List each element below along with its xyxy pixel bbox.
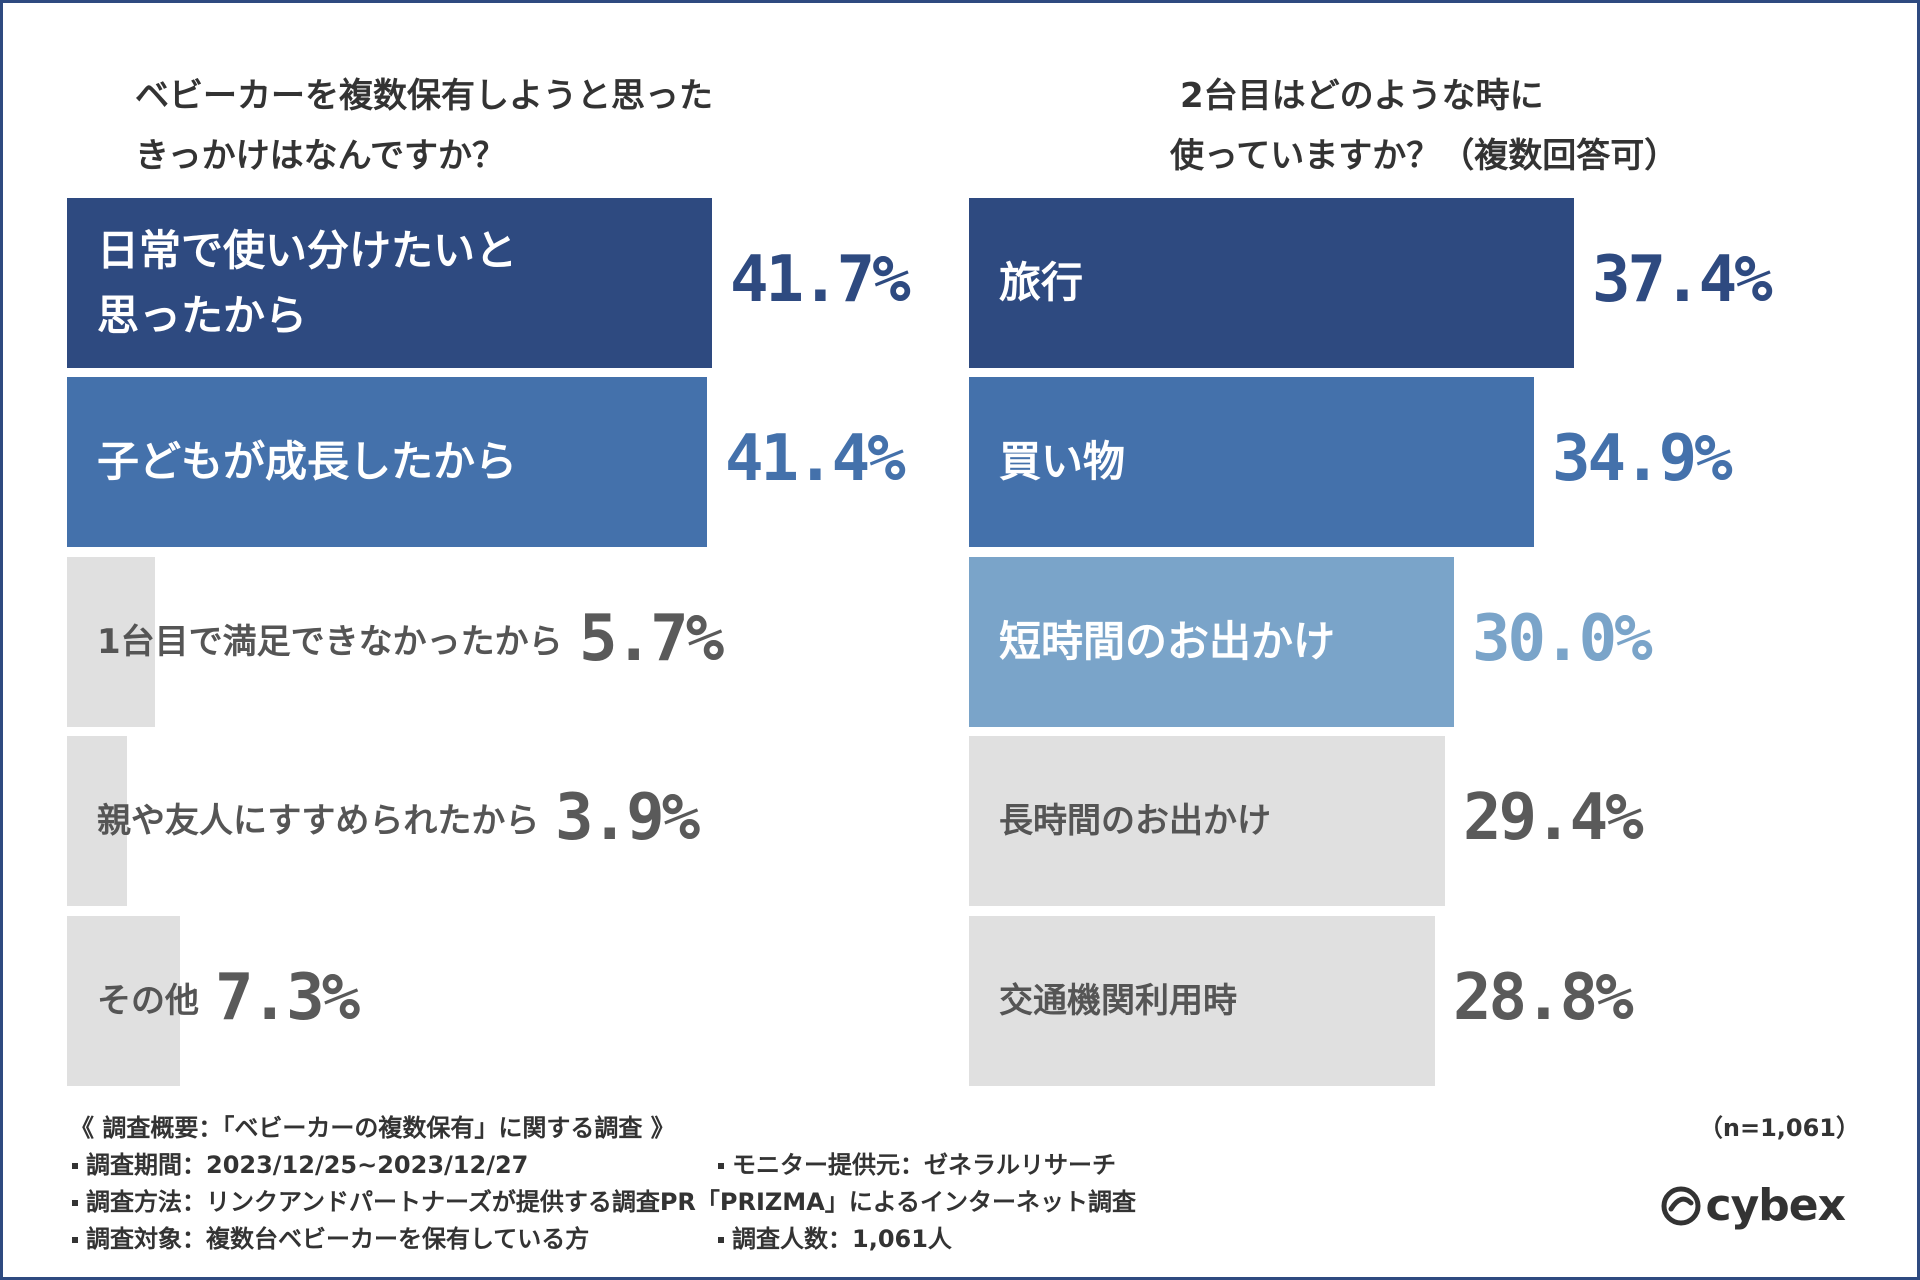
right-title-line2: 使っていますか？（複数回答可） [1170, 136, 1679, 176]
cybex-logo-text: cybex [1705, 1180, 1846, 1231]
cybex-logo: cybex [1660, 1180, 1846, 1231]
bullet-icon [72, 1200, 78, 1206]
survey-method: 調査方法：リンクアンドパートナーズが提供する調査PR「PRIZMA」によるインタ… [72, 1182, 1136, 1217]
survey-period: 調査期間：2023/12/25~2023/12/27 [72, 1145, 528, 1180]
monitor-provider-text: モニター提供元：ゼネラルリサーチ [732, 1151, 1116, 1179]
bullet-icon [72, 1237, 78, 1243]
left-bar-4 [67, 736, 127, 906]
left-bar-1 [67, 198, 712, 368]
right-bar-label-5: 交通機関利用時 [999, 980, 1237, 1021]
right-value-1: 37.4% [1592, 243, 1773, 318]
left-value-2: 41.4% [725, 422, 906, 497]
right-bar-label-3: 短時間のお出かけ [999, 617, 1336, 667]
right-bar-3 [969, 557, 1454, 727]
survey-overview: 《 調査概要：「ベビーカーの複数保有」に関する調査 》 [70, 1114, 675, 1142]
cybex-logo-icon [1661, 1186, 1701, 1225]
left-value-1: 41.7% [730, 243, 911, 318]
right-bar-label-2: 買い物 [999, 437, 1126, 487]
left-value-5: 7.3% [215, 961, 360, 1036]
survey-target-text: 調査対象：複数台ベビーカーを保有している方 [86, 1225, 590, 1253]
right-bar-5 [969, 916, 1435, 1086]
left-bar-label-5: その他 [97, 980, 199, 1021]
right-chart-title: 2台目はどのような時に 使っていますか？（複数回答可） [1170, 66, 1678, 186]
survey-target: 調査対象：複数台ベビーカーを保有している方 [72, 1219, 589, 1254]
monitor-provider: モニター提供元：ゼネラルリサーチ [718, 1145, 1116, 1180]
right-value-4: 29.4% [1463, 781, 1644, 856]
sample-size: （n=1,061） [1698, 1114, 1860, 1142]
bullet-icon [718, 1163, 724, 1169]
left-bar-label-3: 1台目で満足できなかったから [97, 621, 563, 662]
left-bar-2 [67, 377, 707, 547]
left-title-line1: ベビーカーを複数保有しようと思った [135, 76, 713, 116]
right-value-5: 28.8% [1453, 961, 1634, 1036]
left-bar-label-1: 日常で使い分けたいと 思ったから [97, 225, 518, 340]
bullet-icon [72, 1163, 78, 1169]
left-bar-label-2: 子どもが成長したから [97, 437, 518, 487]
survey-count-text: 調査人数：1,061人 [732, 1225, 952, 1253]
right-title-line1: 2台目はどのような時に [1180, 76, 1544, 116]
right-bar-2 [969, 377, 1534, 547]
left-chart-title: ベビーカーを複数保有しようと思った きっかけはなんですか？ [135, 66, 713, 186]
bullet-icon [718, 1237, 724, 1243]
right-value-3: 30.0% [1472, 602, 1653, 677]
right-bar-1 [969, 198, 1574, 368]
left-bar-label-4: 親や友人にすすめられたから [97, 800, 540, 841]
left-bar-3 [67, 557, 155, 727]
right-bar-4 [969, 736, 1445, 906]
left-title-line2: きっかけはなんですか？ [135, 136, 506, 176]
left-value-3: 5.7% [579, 602, 724, 677]
survey-period-text: 調査期間：2023/12/25~2023/12/27 [86, 1151, 529, 1179]
left-value-4: 3.9% [555, 781, 700, 856]
right-bar-label-4: 長時間のお出かけ [999, 800, 1271, 841]
right-bar-label-1: 旅行 [999, 258, 1084, 308]
survey-count: 調査人数：1,061人 [718, 1219, 952, 1254]
survey-method-text: 調査方法：リンクアンドパートナーズが提供する調査PR「PRIZMA」によるインタ… [86, 1188, 1137, 1216]
right-value-2: 34.9% [1552, 422, 1733, 497]
left-bar-5 [67, 916, 180, 1086]
